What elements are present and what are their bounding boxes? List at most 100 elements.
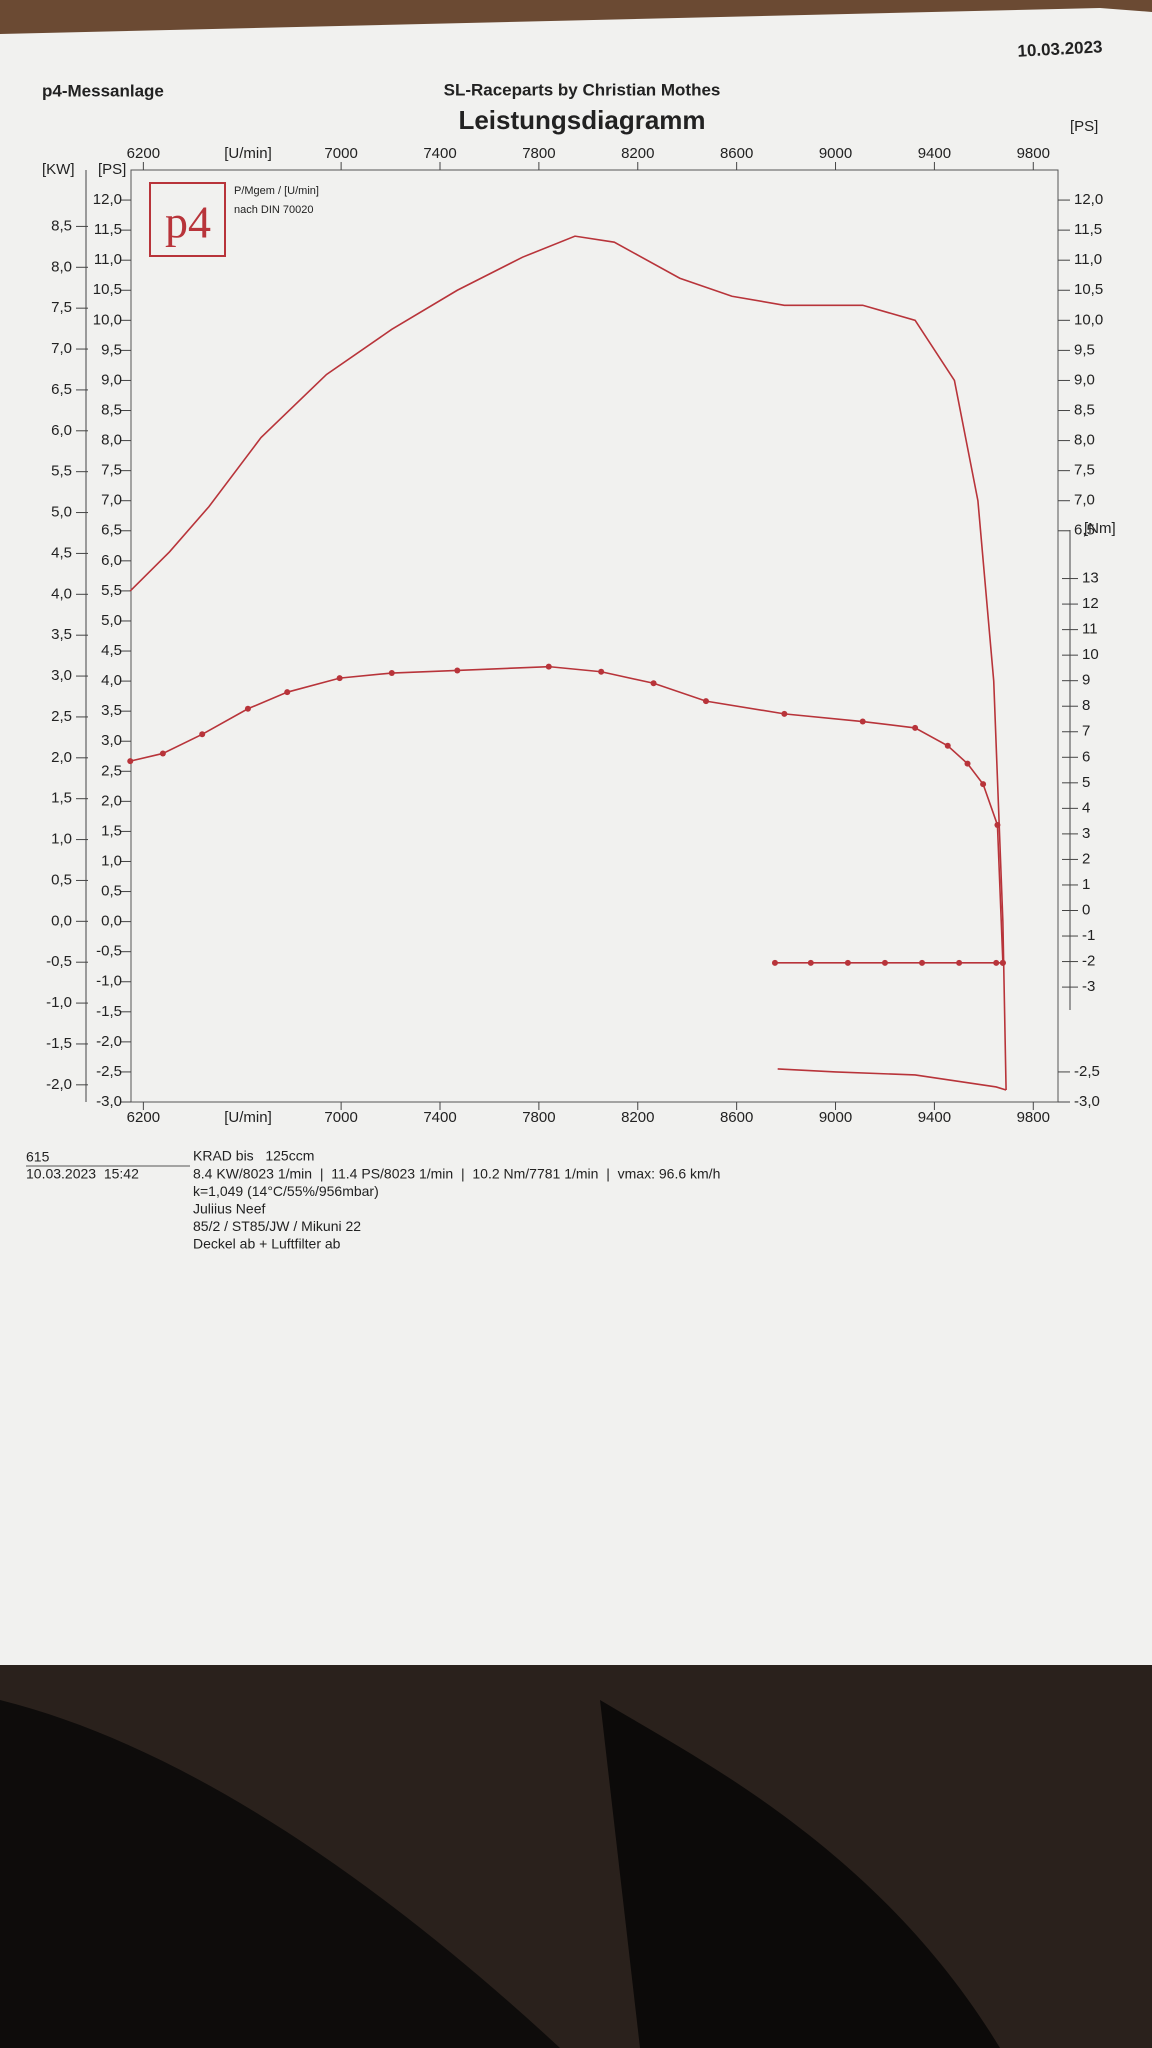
series-marker [944,742,951,749]
kw-tick-label: 5,0 [51,504,72,521]
series-marker [781,710,788,717]
plot-frame [130,169,1059,1103]
y2-tick-label: 3 [1082,825,1090,842]
info-line: k=1,049 (14°C/55%/956mbar) [193,1183,379,1199]
series-marker [999,959,1006,966]
series-marker [881,959,888,966]
shadow [600,1700,1000,2048]
y-tick-label: 6,0 [101,552,122,569]
y-right-tick-label: 10,0 [1074,311,1103,328]
chart-title: Leistungsdiagramm [458,105,705,135]
kw-tick-label: 7,0 [51,340,72,357]
y-right-tick-label: 12,0 [1074,191,1103,208]
y-tick-label: -3,0 [96,1093,122,1110]
y-right-tick-label: 8,0 [1074,432,1095,449]
y2-tick-label: 5 [1082,774,1090,791]
y2-tick-label: 8 [1082,697,1090,714]
x-tick-label: 7800 [522,145,555,162]
y2-tick-label: -1 [1082,927,1095,944]
kw-tick-label: -0,5 [46,953,72,970]
y-tick-label: 8,5 [101,401,122,418]
x-tick-label: 7800 [522,1109,555,1126]
y-tick-label: 9,0 [101,371,122,388]
logo-box [149,182,226,257]
y-tick-label: 0,5 [101,883,122,900]
y2-tick-label: 4 [1082,799,1090,816]
y-tick-label: 8,0 [101,432,122,449]
series-marker [994,821,1001,828]
paper [0,8,1152,1665]
y-tick-label: 11,0 [94,251,122,268]
x-tick-label: 8600 [720,145,753,162]
y2-tick-label: 6 [1082,748,1090,765]
y2-tick-label: 2 [1082,850,1090,867]
x-tick-label: 9800 [1017,1109,1050,1126]
series-marker [284,689,291,696]
kw-tick-label: -1,0 [46,994,72,1011]
x-tick-label: 8200 [621,1109,654,1126]
info-line: Deckel ab + Luftfilter ab [193,1236,341,1252]
kw-tick-label: 4,5 [51,544,72,561]
y-right-tick-label: 11,5 [1074,221,1102,238]
y-tick-label: 2,5 [101,762,122,779]
kw-tick-label: 3,5 [51,626,72,643]
timestamp: 10.03.2023 15:42 [26,1166,139,1182]
kw-tick-label: 1,0 [51,831,72,848]
y-tick-label: -2,5 [96,1063,122,1080]
y-right-tick-label: 6,5 [1074,522,1095,539]
x-tick-label: 7000 [324,145,357,162]
kw-tick-label: 0,5 [51,871,72,888]
kw-axis-label: [KW] [42,161,75,178]
series-marker [980,781,987,788]
y-right-axis-label: [PS] [1070,118,1098,135]
x-tick-label: 8200 [621,145,654,162]
y-tick-label: 1,5 [101,822,122,839]
series-marker [859,718,866,725]
series-marker [771,959,778,966]
header-left: p4-Messanlage [42,81,164,100]
kw-tick-label: 5,5 [51,463,72,480]
y-tick-label: 2,0 [101,792,122,809]
y-tick-label: 10,5 [93,281,122,298]
shadow [0,1700,560,2048]
y-right-tick-label: 7,5 [1074,462,1095,479]
y-right-tick-label: -3,0 [1074,1093,1100,1110]
y-axis-label: [PS] [98,161,126,178]
kw-tick-label: 1,5 [51,790,72,807]
series-marker [388,670,395,677]
y2-tick-label: 9 [1082,672,1090,689]
y-tick-label: 9,5 [101,341,122,358]
x-tick-label: 6200 [127,1109,160,1126]
series-marker [844,959,851,966]
x-axis-label: [U/min] [224,1109,272,1126]
y2-tick-label: 10 [1082,646,1099,663]
y-tick-label: 6,5 [101,522,122,539]
series-line [129,235,1007,1090]
info-line: KRAD bis 125ccm [193,1148,314,1164]
info-line: 85/2 / ST85/JW / Mikuni 22 [193,1218,361,1234]
y2-tick-label: 1 [1082,876,1090,893]
y2-tick-label: 7 [1082,723,1090,740]
series-line [777,1068,1007,1091]
series-marker [807,959,814,966]
series-marker [545,663,552,670]
y-tick-label: 5,5 [101,582,122,599]
kw-tick-label: 8,5 [51,217,72,234]
y-right-tick-label: 7,0 [1074,492,1095,509]
x-tick-label: 9000 [819,145,852,162]
kw-tick-label: 6,5 [51,381,72,398]
series-marker [964,760,971,767]
x-tick-label: 7400 [423,145,456,162]
norm-note: nach DIN 70020 [234,204,314,216]
series-marker [919,959,926,966]
y-tick-label: 10,0 [93,311,122,328]
y2-tick-label: 12 [1082,595,1099,612]
y-tick-label: -1,0 [96,973,122,990]
kw-tick-label: 3,0 [51,667,72,684]
y-tick-label: 11,5 [94,221,122,238]
series-marker [912,724,919,731]
kw-tick-label: 7,5 [51,299,72,316]
y-tick-label: 3,0 [101,732,122,749]
y-right-tick-label: 11,0 [1074,251,1102,268]
